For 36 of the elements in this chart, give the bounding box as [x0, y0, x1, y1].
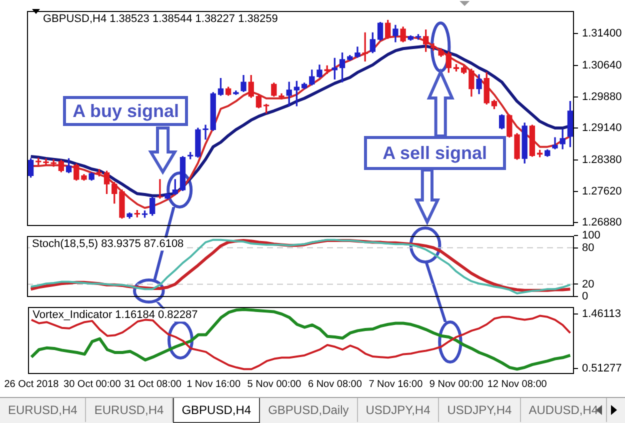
- y-tick-label: 1.27620: [582, 186, 622, 198]
- x-tick-label: 9 Nov 00:00: [429, 378, 484, 390]
- text: EURUSD,H4: [0, 398, 86, 422]
- x-tick-label: 7 Nov 16:00: [368, 378, 424, 390]
- x-tick-label: 26 Oct 2018: [4, 378, 60, 390]
- chart-title: GBPUSD,H4 1.38523 1.38544 1.38227 1.38259: [43, 13, 278, 26]
- callout-box: A buy signal: [63, 96, 188, 126]
- y-tick-label: 100: [582, 230, 600, 242]
- chart-title: Vortex_Indicator 1.16184 0.82287: [32, 309, 198, 322]
- text: USDJPY,H4: [358, 398, 440, 422]
- text: USDJPY,H4: [439, 398, 521, 422]
- candlestick: [157, 179, 163, 199]
- x-tick-label: 6 Nov 08:00: [308, 378, 362, 390]
- y-tick-label: 1.28380: [582, 154, 622, 166]
- y-tick-label: 1.46113: [582, 308, 621, 320]
- x-tick-label: 12 Nov 08:00: [487, 378, 548, 390]
- text: AUDUSD,H4: [520, 398, 608, 422]
- y-tick-label: 1.30640: [582, 59, 622, 72]
- callout-box: A sell signal: [364, 136, 506, 170]
- x-tick-label: 1 Nov 16:00: [186, 378, 241, 390]
- x-tick-label: 30 Oct 00:00: [64, 378, 122, 390]
- y-tick-label: 20: [582, 278, 594, 290]
- x-tick-label: 31 Oct 08:00: [124, 378, 182, 390]
- candlestick: [362, 32, 368, 62]
- y-tick-label: 0.51277: [582, 362, 622, 374]
- text: GBPUSD,Daily: [260, 398, 358, 422]
- y-tick-label: 1.29880: [582, 91, 622, 104]
- y-tick-label: 0: [582, 290, 588, 302]
- y-tick-label: 1.26880: [582, 216, 622, 229]
- text: EURUSD,H4: [86, 398, 173, 422]
- y-tick-label: 80: [582, 242, 594, 254]
- y-tick-label: 1.29140: [582, 122, 622, 134]
- x-tick-label: 5 Nov 00:00: [247, 378, 302, 390]
- y-tick-label: 1.31400: [582, 28, 622, 40]
- candlestick: [43, 158, 49, 166]
- chart-title: Stoch(18,5,5) 83.9375 87.6108: [32, 238, 184, 250]
